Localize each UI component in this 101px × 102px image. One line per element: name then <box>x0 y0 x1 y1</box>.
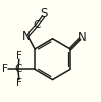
Text: N: N <box>22 30 31 43</box>
Text: C: C <box>34 21 41 30</box>
Text: F: F <box>16 51 22 61</box>
Text: F: F <box>2 64 8 74</box>
Text: N: N <box>78 31 87 44</box>
Text: S: S <box>40 7 48 20</box>
Text: C: C <box>14 64 22 74</box>
Text: F: F <box>16 78 22 88</box>
